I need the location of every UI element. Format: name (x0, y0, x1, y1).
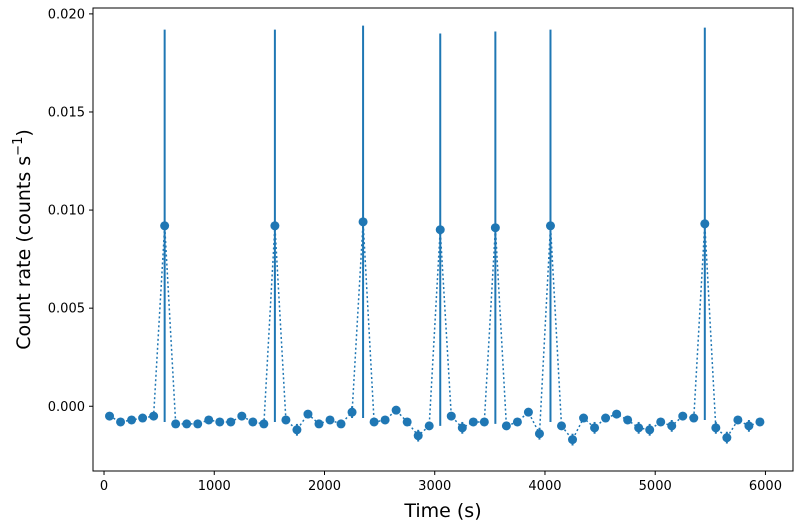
data-point (678, 411, 688, 421)
x-tick-label: 1000 (198, 479, 231, 494)
data-point (347, 407, 357, 417)
data-point (424, 421, 434, 431)
data-point (446, 411, 456, 421)
data-point (634, 423, 644, 433)
data-point (413, 431, 423, 441)
data-point (325, 415, 335, 425)
data-point (523, 407, 533, 417)
data-point (689, 413, 699, 423)
data-point (568, 435, 578, 445)
y-axis-label: Count rate (counts s−1) (11, 129, 35, 350)
data-point (281, 415, 291, 425)
data-point (248, 417, 258, 427)
data-point (314, 419, 324, 429)
data-point (237, 411, 247, 421)
data-point (259, 419, 269, 429)
data-point (512, 417, 522, 427)
y-axis-label-close: ) (13, 129, 35, 136)
data-point (623, 415, 633, 425)
data-point (479, 417, 489, 427)
data-point (391, 405, 401, 415)
data-point (193, 419, 203, 429)
series-line (109, 221, 761, 441)
y-axis-ticks: 0.000 0.005 0.010 0.015 0.020 (48, 7, 93, 415)
data-point (303, 409, 313, 419)
data-point (270, 221, 280, 231)
data-point (744, 421, 754, 431)
y-tick-label: 0.020 (48, 7, 85, 22)
data-point (722, 433, 732, 443)
data-point (149, 411, 159, 421)
data-point (733, 415, 743, 425)
plot-area (105, 25, 765, 446)
data-point (755, 417, 765, 427)
y-axis-label-superscript: −1 (11, 137, 26, 156)
data-point (557, 421, 567, 431)
data-point (590, 423, 600, 433)
x-tick-label: 5000 (639, 479, 672, 494)
data-point (138, 413, 148, 423)
x-tick-label: 3000 (418, 479, 451, 494)
data-point (171, 419, 181, 429)
data-point (215, 417, 225, 427)
data-point (127, 415, 137, 425)
data-point (700, 219, 710, 229)
x-axis-ticks: 0 1000 2000 3000 4000 5000 6000 (100, 471, 782, 494)
data-point (457, 423, 467, 433)
data-point (182, 419, 192, 429)
y-axis-label-main: Count rate (counts s (13, 156, 35, 350)
data-point (656, 417, 666, 427)
data-point (490, 223, 500, 233)
x-tick-label: 6000 (749, 479, 782, 494)
data-point (226, 417, 236, 427)
x-tick-label: 4000 (528, 479, 561, 494)
data-point (402, 417, 412, 427)
data-point (116, 417, 126, 427)
y-tick-label: 0.005 (48, 302, 85, 317)
data-point (501, 421, 511, 431)
data-point (380, 415, 390, 425)
x-tick-label: 0 (100, 479, 108, 494)
axes-frame (92, 7, 794, 472)
x-tick-label: 2000 (308, 479, 341, 494)
data-point (204, 415, 214, 425)
y-tick-label: 0.010 (48, 204, 85, 219)
data-point (667, 421, 677, 431)
data-point (711, 423, 721, 433)
data-point (160, 221, 170, 231)
data-point (545, 221, 555, 231)
data-point (292, 425, 302, 435)
x-axis-label: Time (s) (403, 500, 481, 522)
data-point (105, 411, 115, 421)
data-point (435, 225, 445, 235)
y-tick-label: 0.015 (48, 105, 85, 120)
data-point (601, 413, 611, 423)
data-point (358, 217, 368, 227)
data-point (468, 417, 478, 427)
data-point (369, 417, 379, 427)
data-point (336, 419, 346, 429)
y-tick-label: 0.000 (48, 400, 85, 415)
data-point (612, 409, 622, 419)
data-point (579, 413, 589, 423)
data-point (645, 425, 655, 435)
data-point (534, 429, 544, 439)
